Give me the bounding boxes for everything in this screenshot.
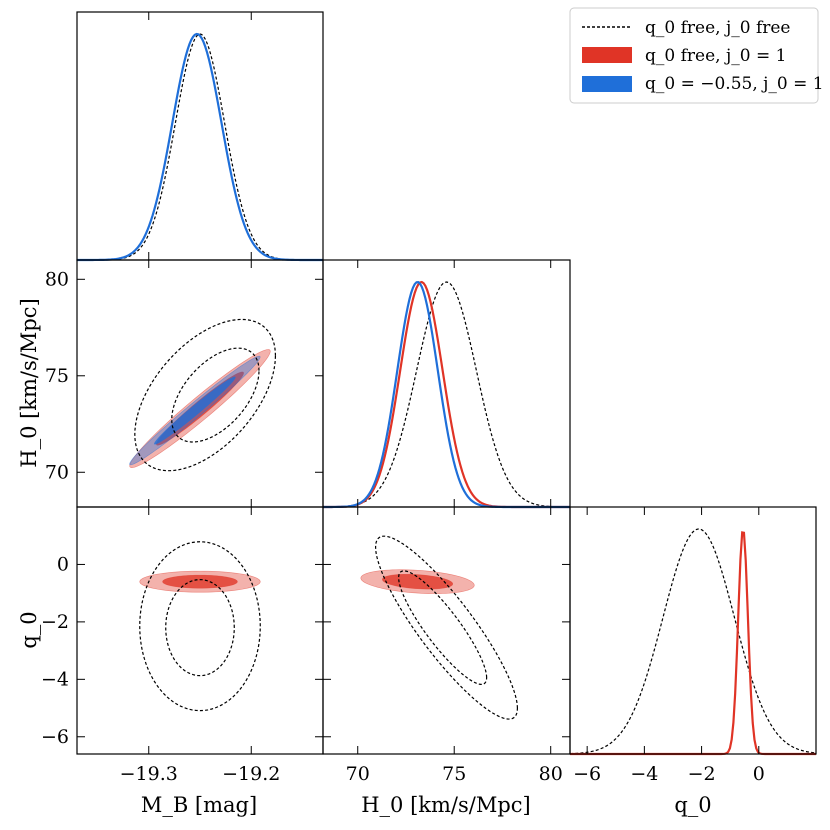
legend-swatch-blue [582, 76, 632, 92]
contour-s0-M_B-q0-95 [139, 541, 261, 712]
xtick-label-q0-0: −6 [573, 763, 601, 785]
ytick-label-H0-0: 70 [45, 461, 69, 483]
contour-s0-M_B-H0-68 [171, 347, 260, 443]
marginal-s0-M_B [77, 33, 323, 261]
xtick-label-q0-1: −4 [630, 763, 658, 785]
marginal-s2-M_B [77, 32, 323, 262]
legend-label-q0-free-j0-1: q_0 free, j_0 = 1 [645, 46, 786, 66]
legend-label-free-free: q_0 free, j_0 free [645, 18, 790, 38]
legend-swatch-red [582, 47, 632, 63]
contour-s0-M_B-q0-68 [165, 579, 235, 677]
contour-s0-M_B-H0-95 [134, 318, 277, 472]
panel-frame-1-0 [76, 259, 324, 508]
ytick-label-q0-0: −6 [41, 726, 69, 748]
xlabel-mb: M_B [mag] [141, 793, 257, 817]
panel-frame-2-2 [569, 506, 817, 755]
ytick-label-q0-2: −2 [41, 611, 69, 633]
ytick-label-H0-2: 80 [45, 268, 69, 290]
legend-label-q0-fixed-j0-1: q_0 = −0.55, j_0 = 1 [645, 74, 824, 94]
contour-s0-H0-q0-95 [374, 535, 519, 720]
xlabel-q0: q_0 [674, 793, 711, 817]
legend: q_0 free, j_0 free q_0 free, j_0 = 1 q_0… [569, 7, 824, 104]
curves-layer [77, 32, 817, 756]
contour-fills-layer [129, 349, 475, 594]
xtick-label-q0-3: 0 [753, 763, 765, 785]
ytick-label-q0-1: −4 [41, 668, 69, 690]
panel-frame-1-1 [322, 259, 571, 508]
contour-s0-H0-q0-68 [398, 570, 488, 685]
contour-s1-M_B-q0-95 [139, 570, 261, 593]
panel-frame-2-0 [76, 506, 324, 755]
xtick-label-H0-0: 70 [346, 763, 370, 785]
marginal-s0-q0 [569, 528, 817, 755]
marginal-s1-H0 [322, 280, 570, 509]
ylabel-q0: q_0 [17, 611, 41, 648]
xtick-label-M_B-1: −19.2 [222, 763, 280, 785]
xlabel-h0: H_0 [km/s/Mpc] [361, 793, 531, 817]
contour-s2-M_B-H0-95 [129, 355, 261, 466]
panel-frame-2-1 [322, 506, 571, 755]
xtick-label-M_B-0: −19.3 [120, 763, 178, 785]
ylabel-h0: H_0 [km/s/Mpc] [17, 298, 41, 468]
axes-layer: 70 75 80 −19.3 −19.2 −6 −4 −2 0 70 75 80 −6 −4 −2 0 [41, 11, 817, 785]
xtick-label-H0-1: 75 [442, 763, 466, 785]
ytick-label-H0-1: 75 [45, 365, 69, 387]
marginal-s1-q0 [570, 531, 816, 756]
xtick-label-H0-2: 80 [539, 763, 563, 785]
ytick-label-q0-3: 0 [57, 553, 69, 575]
contour-s1-H0-q0-95 [360, 569, 475, 594]
contour-s2-M_B-H0-68 [154, 376, 236, 445]
panel-frame-0-0 [76, 11, 324, 261]
xtick-label-q0-2: −2 [688, 763, 716, 785]
